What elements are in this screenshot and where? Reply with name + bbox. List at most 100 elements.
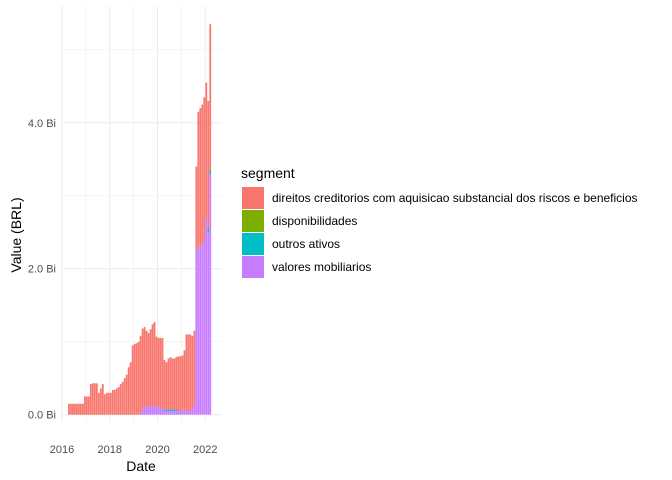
bar-segment-outros [167, 409, 170, 412]
bar-segment-valores [179, 411, 182, 415]
legend-key [242, 187, 264, 209]
x-tick-label: 2016 [50, 444, 74, 456]
bar-segment-direitos [171, 358, 174, 410]
bar-segment-valores [163, 411, 166, 415]
bar-segment-valores [191, 408, 194, 415]
bar-segment-valores [167, 411, 170, 415]
bar-segment-direitos [165, 362, 168, 410]
bar-segment-direitos [91, 383, 94, 415]
bar-segment-direitos [125, 374, 128, 415]
bar-segment-outros [165, 409, 168, 412]
bar-segment-outros [175, 409, 178, 412]
bar-segment-valores [205, 217, 208, 415]
bar-segment-valores [197, 246, 200, 415]
bar-segment-valores [185, 411, 188, 415]
bar-segment-direitos [80, 403, 82, 415]
bar-segment-direitos [119, 384, 122, 415]
bar-segment-valores [145, 407, 148, 415]
bar-segment-valores [189, 411, 192, 415]
bar-segment-direitos [70, 403, 72, 415]
bar-segment-outros [171, 409, 174, 412]
bar-segment-valores [175, 411, 178, 415]
bar-segment-direitos [111, 389, 114, 415]
bar-segment-direitos [135, 343, 138, 415]
bar-segment-valores [199, 246, 202, 415]
bar-segment-outros [173, 409, 176, 412]
y-axis-title: Value (BRL) [8, 197, 24, 272]
bar-segment-outros [207, 228, 210, 233]
bar-segment-valores [209, 173, 212, 415]
bar-segment-direitos [107, 392, 110, 415]
bar-segment-direitos [139, 335, 142, 413]
legend-label: outros ativos [272, 237, 340, 251]
bar-segment-valores [159, 407, 162, 415]
bar-segment-direitos [167, 358, 170, 410]
bar-segment-direitos [209, 24, 212, 171]
bar-segment-valores [147, 405, 150, 415]
bar-segment-direitos [179, 356, 182, 412]
bar-segment-direitos [68, 403, 70, 415]
bar-segment-outros [163, 409, 166, 412]
bar-segment-direitos [177, 356, 180, 412]
bar-segment-valores [149, 405, 152, 415]
bar-segment-direitos [93, 383, 96, 415]
bar-segment-valores [157, 407, 160, 415]
y-tick-label: 4.0 Bi [28, 118, 56, 130]
bar-segment-valores [183, 408, 186, 415]
y-tick-label: 2.0 Bi [28, 264, 56, 276]
bar-segment-direitos [129, 362, 132, 415]
bar-segment-direitos [83, 396, 86, 415]
bar-segment-direitos [117, 386, 120, 415]
bar-segment-valores [151, 405, 154, 415]
bars [68, 24, 212, 415]
legend-label: direitos creditorios com aquisicao subst… [272, 191, 638, 205]
bar-segment-direitos [99, 388, 102, 415]
bar-segment-direitos [76, 403, 78, 415]
bar-segment-direitos [203, 97, 206, 240]
bar-segment-direitos [155, 336, 158, 406]
bar-segment-direitos [121, 381, 124, 415]
bar-segment-direitos [147, 332, 150, 406]
bar-segment-direitos [109, 392, 112, 415]
bar-segment-direitos [97, 392, 100, 415]
bar-segment-valores [177, 411, 180, 415]
bar-segment-valores [141, 408, 144, 415]
legend: segment direitos creditorios com aquisic… [241, 165, 638, 278]
bar-segment-direitos [113, 389, 116, 415]
bar-segment-direitos [145, 330, 148, 408]
grid-lines [61, 6, 222, 422]
bar-segment-valores [153, 405, 156, 415]
bar-segment-direitos [103, 394, 106, 415]
bar-segment-direitos [101, 384, 104, 415]
bar-segment-direitos [72, 403, 74, 415]
bar-segment-direitos [85, 396, 88, 415]
bar-segment-valores [139, 412, 142, 415]
bar-segment-valores [181, 410, 184, 415]
bar-segment-direitos [133, 343, 136, 415]
x-tick-label: 2022 [193, 444, 217, 456]
bar-segment-valores [193, 403, 196, 415]
bar-segment-direitos [199, 108, 202, 247]
bar-segment-direitos [205, 82, 208, 218]
bar-segment-direitos [169, 357, 172, 410]
y-tick-labels: 0.0 Bi 2.0 Bi 4.0 Bi [28, 118, 56, 422]
bar-segment-valores [173, 411, 176, 415]
bar-segment-direitos [163, 359, 166, 410]
bar-segment-valores [203, 239, 206, 415]
bar-segment-direitos [185, 334, 188, 412]
bar-segment-valores [171, 411, 174, 415]
bar-segment-direitos [95, 383, 98, 415]
bar-segment-direitos [143, 327, 146, 408]
legend-label: valores mobiliarios [272, 260, 371, 274]
x-axis-title: Date [126, 458, 156, 474]
y-tick-label: 0.0 Bi [28, 410, 56, 422]
bar-segment-valores [165, 411, 168, 415]
x-tick-label: 2020 [145, 444, 169, 456]
bar-segment-direitos [195, 166, 198, 251]
bar-segment-direitos [187, 334, 190, 412]
bar-segment-direitos [141, 328, 144, 409]
bar-segment-direitos [153, 322, 156, 406]
bar-segment-direitos [151, 324, 154, 406]
bar-segment-direitos [161, 338, 164, 409]
